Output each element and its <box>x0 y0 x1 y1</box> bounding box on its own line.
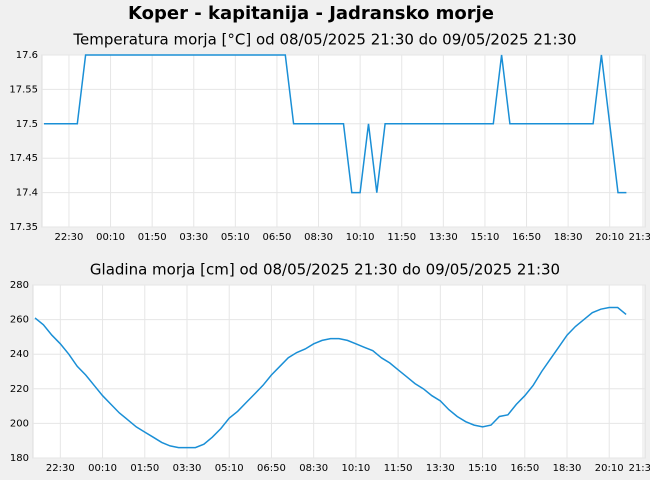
y-tick-label: 17.45 <box>9 153 38 164</box>
x-tick-label: 01:50 <box>130 463 159 474</box>
plot-area <box>32 284 646 459</box>
x-tick-label: 00:10 <box>88 463 117 474</box>
y-tick-label: 17.6 <box>16 50 38 61</box>
x-tick-label: 22:30 <box>55 232 84 243</box>
y-tick-label: 260 <box>10 315 29 326</box>
x-tick-label: 06:50 <box>263 232 292 243</box>
x-tick-label: 11:50 <box>387 232 416 243</box>
x-tick-label: 18:30 <box>554 232 583 243</box>
x-tick-label: 08:30 <box>304 232 333 243</box>
x-tick-label: 03:30 <box>173 463 202 474</box>
page-title: Koper - kapitanija - Jadransko morje <box>128 3 494 24</box>
plot-area <box>41 54 646 228</box>
x-tick-label: 05:10 <box>221 232 250 243</box>
chart-subtitle: Temperatura morja [°C] od 08/05/2025 21:… <box>72 31 576 49</box>
x-tick-label: 21:30 <box>629 463 650 474</box>
x-tick-label: 20:10 <box>595 463 624 474</box>
x-tick-label: 20:10 <box>595 232 624 243</box>
y-tick-label: 17.35 <box>9 222 38 233</box>
data-line <box>44 54 627 194</box>
y-tick-label: 240 <box>10 349 29 360</box>
x-tick-label: 15:10 <box>468 463 497 474</box>
y-tick-label: 200 <box>10 418 29 429</box>
x-tick-label: 00:10 <box>96 232 125 243</box>
x-tick-label: 11:50 <box>384 463 413 474</box>
x-tick-label: 10:10 <box>341 463 370 474</box>
x-tick-label: 18:30 <box>553 463 582 474</box>
y-tick-label: 220 <box>10 384 29 395</box>
y-tick-label: 17.55 <box>9 84 38 95</box>
x-tick-label: 13:30 <box>426 463 455 474</box>
y-tick-label: 180 <box>10 453 29 464</box>
y-tick-label: 17.4 <box>16 188 38 199</box>
x-tick-label: 13:30 <box>429 232 458 243</box>
x-tick-label: 01:50 <box>138 232 167 243</box>
x-tick-label: 05:10 <box>215 463 244 474</box>
x-tick-label: 06:50 <box>257 463 286 474</box>
y-tick-label: 17.5 <box>16 119 38 130</box>
chart-subtitle: Gladina morja [cm] od 08/05/2025 21:30 d… <box>90 261 560 279</box>
x-tick-label: 16:50 <box>510 463 539 474</box>
x-tick-label: 22:30 <box>46 463 75 474</box>
x-tick-label: 08:30 <box>299 463 328 474</box>
x-tick-label: 15:10 <box>471 232 500 243</box>
x-tick-label: 10:10 <box>346 232 375 243</box>
y-tick-label: 280 <box>10 280 29 291</box>
x-tick-label: 03:30 <box>179 232 208 243</box>
x-tick-label: 21:30 <box>629 232 650 243</box>
x-tick-label: 16:50 <box>512 232 541 243</box>
data-line <box>34 306 627 449</box>
